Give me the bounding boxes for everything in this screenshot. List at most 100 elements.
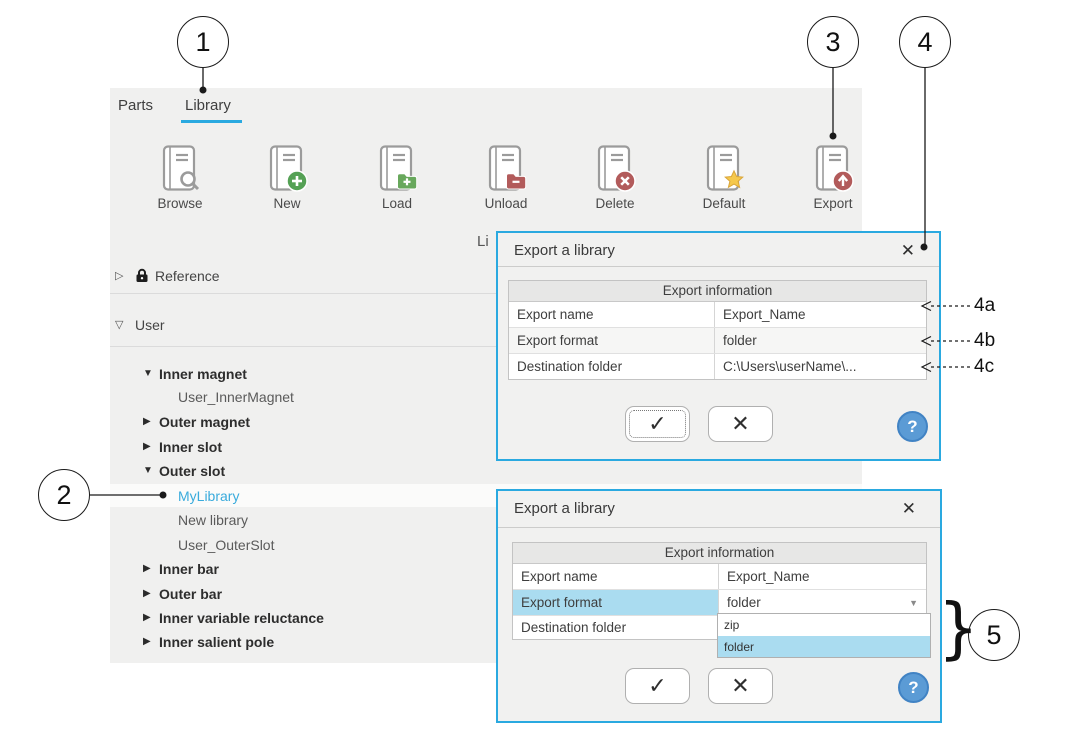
callout-label-4a: 4a (974, 295, 996, 316)
export-name-value[interactable]: Export_Name (723, 307, 806, 322)
collapsed-triangle-icon[interactable]: ▶ (143, 612, 151, 623)
close-icon[interactable]: ✕ (901, 499, 916, 518)
tree-item-inner-bar[interactable]: ▶ Inner bar (143, 557, 219, 580)
collapsed-triangle-icon[interactable]: ▶ (143, 563, 151, 574)
tree-item-outer-magnet[interactable]: ▶ Outer magnet (143, 410, 250, 433)
table-row: Export name Export_Name (509, 302, 926, 328)
help-button[interactable]: ? (897, 411, 928, 442)
check-icon: ✓ (648, 673, 667, 698)
tree-item-inner-variable-reluctance[interactable]: ▶ Inner variable reluctance (143, 606, 324, 629)
toolbar-button-label: Default (702, 196, 746, 211)
separator (110, 293, 862, 294)
table-row: Export name Export_Name (513, 564, 926, 590)
tree-item-label: Inner variable reluctance (159, 609, 324, 626)
lock-icon (136, 268, 148, 282)
collapsed-outline-triangle-icon[interactable]: ▷ (115, 270, 124, 282)
tree-item-user-outerslot[interactable]: User_OuterSlot (178, 533, 274, 556)
folder-plus-badge-icon (397, 173, 418, 190)
collapsed-triangle-icon[interactable]: ▶ (143, 416, 151, 427)
question-mark-icon: ? (907, 416, 918, 436)
tree-item-label: Outer magnet (159, 413, 251, 430)
help-button[interactable]: ? (898, 672, 929, 703)
cancel-button[interactable]: ✕ (708, 668, 773, 704)
dropdown-option-folder-selected[interactable]: folder (718, 636, 930, 657)
check-icon: ✓ (648, 411, 667, 436)
callout-4: 4 (899, 16, 951, 68)
callout-2: 2 (38, 469, 90, 521)
destination-folder-label: Destination folder (509, 354, 715, 379)
callout-1: 1 (177, 16, 229, 68)
tree-section-reference[interactable]: ▷ Reference (115, 264, 220, 287)
tree-item-inner-salient-pole[interactable]: ▶ Inner salient pole (143, 630, 274, 653)
tree-item-label: User_InnerMagnet (178, 388, 294, 405)
tree-item-label: Inner slot (159, 438, 223, 455)
tree-item-inner-slot[interactable]: ▶ Inner slot (143, 435, 222, 458)
tree-section-user[interactable]: ▽ User (115, 313, 165, 336)
tree-item-mylibrary-selected[interactable]: MyLibrary (178, 484, 239, 507)
cross-icon: ✕ (731, 673, 750, 698)
expanded-triangle-icon[interactable]: ▼ (143, 368, 153, 379)
new-library-icon (269, 145, 308, 192)
toolbar-button-default[interactable]: Default (682, 144, 766, 218)
up-arrow-badge-icon (832, 170, 854, 192)
collapsed-triangle-icon[interactable]: ▶ (143, 588, 151, 599)
destination-folder-value[interactable]: C:\Users\userName\... (723, 359, 857, 374)
plus-badge-icon (286, 170, 308, 192)
toolbar-button-export[interactable]: Export (791, 144, 875, 218)
toolbar-button-unload[interactable]: Unload (464, 144, 548, 218)
browse-library-icon (162, 145, 200, 191)
star-default-icon (706, 145, 744, 191)
export-information-table: Export information Export name Export_Na… (508, 280, 927, 380)
collapsed-triangle-icon[interactable]: ▶ (143, 636, 151, 647)
toolbar-button-browse[interactable]: Browse (138, 144, 222, 218)
folder-minus-badge-icon (506, 173, 527, 190)
callout-3: 3 (807, 16, 859, 68)
tab-library[interactable]: Library (185, 97, 231, 114)
tree-item-new-library[interactable]: New library (178, 508, 248, 531)
load-library-icon (379, 145, 418, 191)
tree-item-label: New library (178, 511, 249, 528)
star-badge-icon (724, 169, 744, 189)
close-icon[interactable]: ✕ (900, 241, 915, 260)
delete-library-icon (597, 145, 636, 192)
export-dialog-bottom: Export a library ✕ Export information Ex… (496, 489, 942, 723)
dialog-title: Export a library (514, 500, 615, 517)
tree-section-label: User (135, 316, 165, 333)
export-format-value[interactable]: folder (715, 328, 926, 353)
expanded-triangle-icon[interactable]: ▼ (143, 465, 153, 476)
chevron-down-icon[interactable]: ▼ (909, 598, 918, 608)
export-format-dropdown: zip folder (717, 613, 931, 658)
toolbar-button-label: New (273, 196, 301, 211)
tree-item-outer-bar[interactable]: ▶ Outer bar (143, 582, 222, 605)
callout-5-brace: } (938, 590, 979, 668)
export-format-combobox[interactable]: folder ▼ (719, 590, 926, 615)
tab-parts[interactable]: Parts (118, 97, 154, 114)
cancel-button[interactable]: ✕ (708, 406, 773, 442)
tree-item-outer-slot[interactable]: ▼ Outer slot (143, 459, 225, 482)
ok-button[interactable]: ✓ (625, 406, 690, 442)
toolbar-button-new[interactable]: New (245, 144, 329, 218)
export-name-label: Export name (509, 302, 715, 327)
toolbar-button-delete[interactable]: Delete (573, 144, 657, 218)
callout-label-4c: 4c (974, 356, 995, 377)
expanded-outline-triangle-icon[interactable]: ▽ (115, 319, 124, 331)
export-name-value[interactable]: Export_Name (727, 569, 810, 584)
table-row: Destination folder C:\Users\userName\... (509, 354, 926, 379)
magnifier-badge-icon (180, 171, 200, 191)
libraries-heading-clipped: Li (477, 233, 489, 250)
collapsed-triangle-icon[interactable]: ▶ (143, 441, 151, 452)
title-separator (498, 266, 939, 267)
tree-item-user-innermagnet[interactable]: User_InnerMagnet (178, 385, 294, 408)
export-format-label: Export format (509, 328, 715, 353)
dropdown-option-zip[interactable]: zip (724, 618, 740, 632)
ok-button[interactable]: ✓ (625, 668, 690, 704)
callout-5: 5 (968, 609, 1020, 661)
toolbar-button-label: Delete (595, 196, 635, 211)
export-dialog-top: Export a library ✕ Export information Ex… (496, 231, 941, 461)
toolbar-button-load[interactable]: Load (355, 144, 439, 218)
table-header: Export information (509, 281, 926, 302)
toolbar-button-label: Unload (484, 196, 528, 211)
combobox-value: folder (727, 595, 761, 610)
tree-item-inner-magnet[interactable]: ▼ Inner magnet (143, 362, 247, 385)
